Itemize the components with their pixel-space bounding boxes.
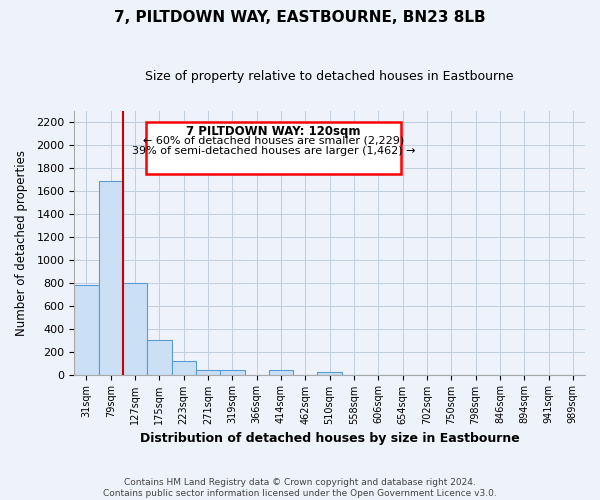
Text: 7, PILTDOWN WAY, EASTBOURNE, BN23 8LB: 7, PILTDOWN WAY, EASTBOURNE, BN23 8LB	[114, 10, 486, 25]
Bar	[317, 372, 342, 374]
Title: Size of property relative to detached houses in Eastbourne: Size of property relative to detached ho…	[145, 70, 514, 83]
Bar	[98, 180, 123, 374]
Text: ← 60% of detached houses are smaller (2,229): ← 60% of detached houses are smaller (2,…	[143, 136, 404, 145]
X-axis label: Distribution of detached houses by size in Eastbourne: Distribution of detached houses by size …	[140, 432, 520, 445]
Bar	[147, 340, 172, 374]
Text: 39% of semi-detached houses are larger (1,462) →: 39% of semi-detached houses are larger (…	[132, 146, 415, 156]
Text: 7 PILTDOWN WAY: 120sqm: 7 PILTDOWN WAY: 120sqm	[186, 125, 361, 138]
Bar	[123, 282, 147, 374]
Bar	[74, 285, 98, 374]
Text: Contains HM Land Registry data © Crown copyright and database right 2024.
Contai: Contains HM Land Registry data © Crown c…	[103, 478, 497, 498]
Bar	[172, 362, 196, 374]
FancyBboxPatch shape	[146, 122, 401, 174]
Bar	[196, 370, 220, 374]
Bar	[220, 370, 245, 374]
Bar	[269, 370, 293, 374]
Y-axis label: Number of detached properties: Number of detached properties	[15, 150, 28, 336]
